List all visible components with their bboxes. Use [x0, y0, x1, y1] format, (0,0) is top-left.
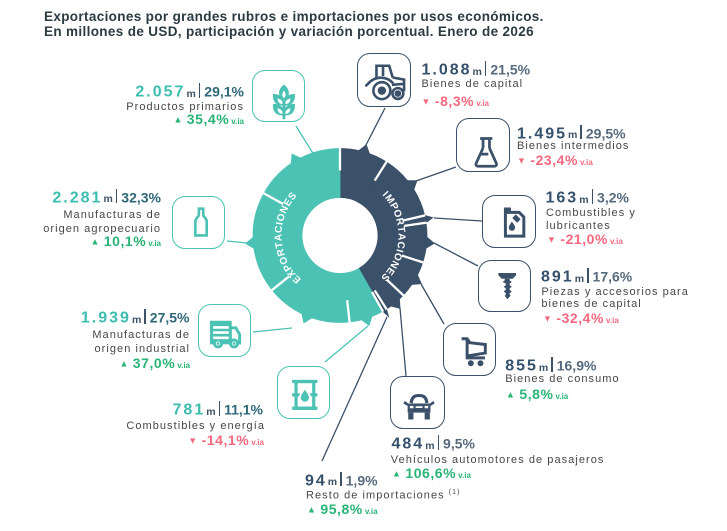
- svg-text:T: T: [395, 226, 407, 233]
- svg-text:C: C: [394, 240, 406, 249]
- svg-text:A: A: [395, 233, 406, 240]
- svg-text:O: O: [278, 254, 291, 266]
- svg-text:N: N: [387, 258, 400, 270]
- svg-text:I: I: [275, 221, 286, 226]
- svg-text:N: N: [278, 204, 291, 215]
- svg-text:P: P: [387, 201, 400, 212]
- svg-text:I: I: [393, 248, 404, 254]
- svg-text:P: P: [281, 261, 294, 273]
- svg-text:O: O: [391, 251, 404, 262]
- svg-text:E: E: [282, 197, 295, 209]
- svg-text:O: O: [275, 212, 288, 223]
- svg-text:O: O: [390, 208, 403, 219]
- svg-text:R: R: [393, 217, 406, 227]
- svg-text:A: A: [273, 234, 284, 242]
- svg-text:T: T: [274, 241, 286, 249]
- svg-text:I: I: [380, 189, 390, 199]
- svg-text:C: C: [273, 225, 285, 233]
- svg-text:R: R: [275, 247, 288, 258]
